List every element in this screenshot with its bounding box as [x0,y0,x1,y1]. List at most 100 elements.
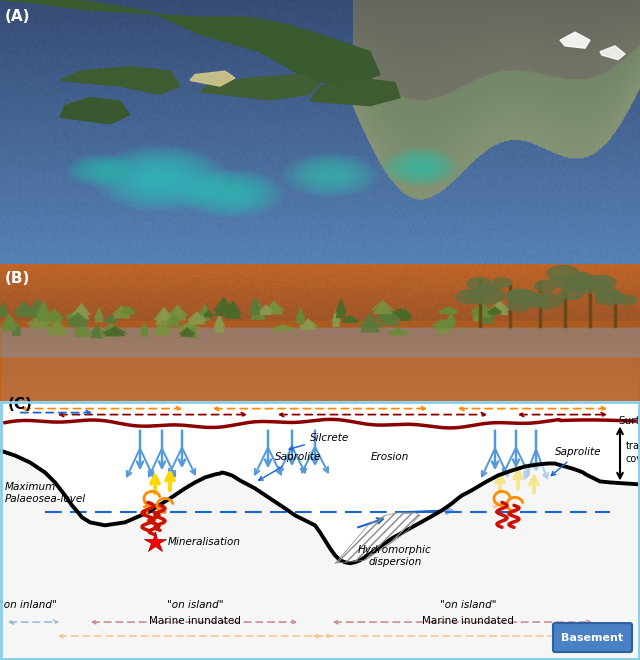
Ellipse shape [563,281,584,292]
Text: Maximum
Palaeosea-level: Maximum Palaeosea-level [5,482,86,504]
Polygon shape [437,324,451,331]
Ellipse shape [456,290,485,304]
Polygon shape [0,0,380,86]
Polygon shape [271,325,295,329]
Polygon shape [105,327,125,335]
Polygon shape [199,305,211,316]
Polygon shape [266,302,282,314]
Polygon shape [189,327,196,338]
Polygon shape [387,328,408,333]
Polygon shape [0,401,640,660]
Ellipse shape [608,292,625,301]
Text: Surface: Surface [618,416,640,426]
Text: "on inland": "on inland" [0,600,57,610]
Polygon shape [479,305,495,318]
Polygon shape [472,304,490,317]
Polygon shape [154,308,173,319]
Polygon shape [177,322,200,328]
Polygon shape [341,316,359,321]
Polygon shape [438,307,459,312]
Polygon shape [432,319,454,325]
Polygon shape [95,308,104,318]
Ellipse shape [567,275,596,290]
Polygon shape [310,78,400,106]
Ellipse shape [530,293,563,309]
Polygon shape [140,323,148,333]
Polygon shape [114,307,130,317]
Polygon shape [226,302,240,318]
Polygon shape [180,329,193,336]
Polygon shape [46,320,68,331]
Polygon shape [388,309,412,315]
Ellipse shape [468,286,504,304]
Polygon shape [250,303,266,315]
Polygon shape [74,305,89,319]
Polygon shape [252,304,265,319]
Polygon shape [0,303,8,312]
Polygon shape [15,303,33,317]
Ellipse shape [550,275,575,287]
Polygon shape [400,310,411,317]
Polygon shape [378,310,391,319]
Polygon shape [560,32,590,48]
Polygon shape [45,309,64,319]
Polygon shape [74,323,91,333]
Polygon shape [225,301,241,314]
Text: Marine inundated: Marine inundated [422,616,514,626]
Ellipse shape [618,296,637,305]
Polygon shape [73,304,90,315]
Ellipse shape [575,276,610,293]
Text: (A): (A) [5,9,31,24]
Polygon shape [204,311,213,315]
Polygon shape [103,327,127,333]
Ellipse shape [522,294,547,306]
Text: "on island": "on island" [167,600,223,610]
Polygon shape [488,307,502,312]
Polygon shape [447,315,455,325]
Polygon shape [374,302,391,314]
Polygon shape [190,71,235,86]
Text: Erosion: Erosion [371,453,409,463]
Polygon shape [250,297,260,310]
Polygon shape [301,320,316,329]
Polygon shape [92,326,102,338]
Polygon shape [481,307,494,323]
Polygon shape [372,300,393,310]
Polygon shape [14,302,35,312]
Polygon shape [389,329,406,335]
Polygon shape [156,322,170,335]
Polygon shape [38,303,49,321]
Polygon shape [264,302,284,310]
Polygon shape [121,307,135,312]
Polygon shape [67,313,81,318]
Ellipse shape [506,289,536,304]
Polygon shape [361,315,380,332]
Ellipse shape [597,288,620,300]
Polygon shape [28,299,48,312]
Polygon shape [333,311,339,326]
Polygon shape [122,308,134,313]
Text: Silcrete: Silcrete [289,432,349,450]
Polygon shape [474,310,481,321]
Polygon shape [381,311,399,325]
Polygon shape [273,325,292,331]
Polygon shape [600,46,625,59]
Polygon shape [205,312,212,317]
Polygon shape [169,306,186,320]
Polygon shape [200,306,210,320]
Polygon shape [29,315,49,328]
Polygon shape [48,321,66,335]
Polygon shape [337,301,346,317]
Polygon shape [105,316,116,322]
Polygon shape [390,310,410,317]
Polygon shape [300,319,317,327]
Polygon shape [296,308,305,319]
Polygon shape [60,98,130,124]
Polygon shape [335,299,346,312]
Text: (C): (C) [8,397,33,412]
Polygon shape [65,312,83,317]
Polygon shape [67,313,89,323]
Text: Mineralisation: Mineralisation [168,537,241,547]
Polygon shape [75,324,90,337]
Polygon shape [359,314,381,327]
